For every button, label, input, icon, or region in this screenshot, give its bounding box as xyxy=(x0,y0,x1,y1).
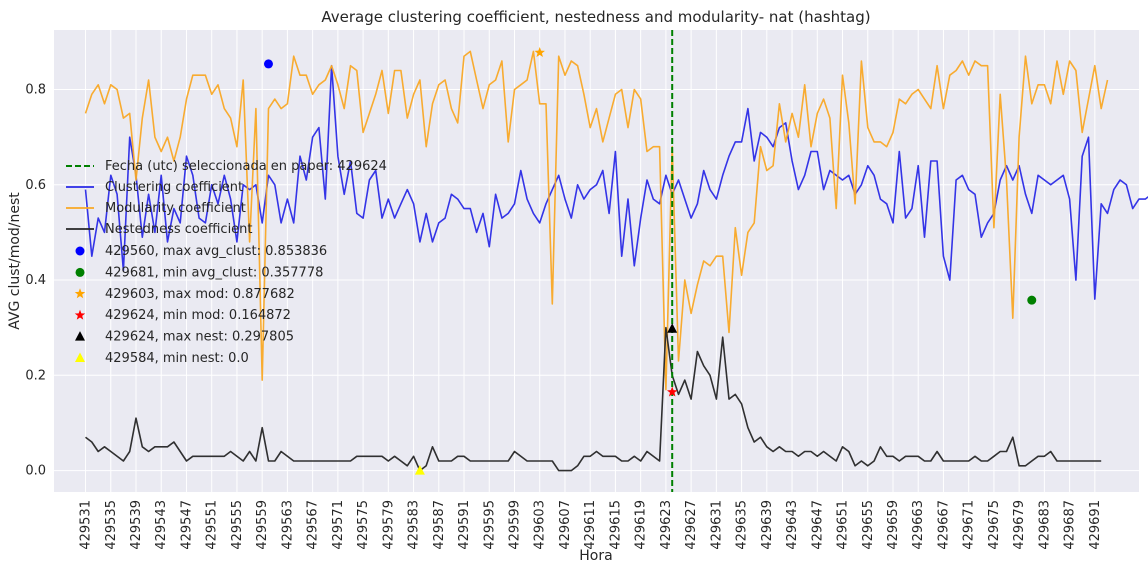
y-tick-label: 0.0 xyxy=(25,464,46,479)
x-tick-label: 429659 xyxy=(886,500,901,550)
x-tick-label: 429611 xyxy=(583,500,598,550)
x-tick-label: 429571 xyxy=(331,500,346,550)
x-tick-label: 429667 xyxy=(936,500,951,550)
x-tick-label: 429671 xyxy=(962,500,977,550)
x-tick-label: 429635 xyxy=(735,500,750,550)
x-tick-label: 429559 xyxy=(255,500,270,550)
legend-swatch-marker xyxy=(75,352,85,362)
marker-circle xyxy=(1027,295,1037,305)
legend-swatch-marker xyxy=(75,267,85,277)
x-tick-label: 429679 xyxy=(1012,500,1027,550)
x-tick-label: 429651 xyxy=(836,500,851,550)
legend-label: 429584, min nest: 0.0 xyxy=(105,351,249,366)
x-tick-label: 429535 xyxy=(104,500,119,550)
marker-star xyxy=(534,47,545,57)
x-tick-labels: 429531 429535 429539 429543 429547 429551 4295… xyxy=(79,500,1103,550)
series-nestedness-line xyxy=(85,326,1102,472)
x-tick-label: 429595 xyxy=(482,500,497,550)
x-tick-label: 429647 xyxy=(810,500,825,550)
x-tick-label: 429655 xyxy=(861,500,876,550)
x-tick-label: 429555 xyxy=(230,500,245,550)
x-tick-label: 429575 xyxy=(356,500,371,550)
x-tick-label: 429683 xyxy=(1037,500,1052,550)
legend-swatch-marker xyxy=(74,309,86,320)
y-tick-label: 0.2 xyxy=(25,368,46,383)
legend-swatch-marker xyxy=(74,288,86,299)
x-tick-label: 429603 xyxy=(533,500,548,550)
y-tick-labels: 0.0 0.2 0.4 0.6 0.8 xyxy=(25,83,46,479)
plot-area xyxy=(54,30,1139,492)
legend: Fecha (utc) seleccionada en paper: 42962… xyxy=(66,159,387,366)
x-tick-label: 429607 xyxy=(558,500,573,550)
legend-label: Nestedness coefficient xyxy=(105,222,253,237)
legend-label: 429624, min mod: 0.164872 xyxy=(105,308,291,323)
grid xyxy=(54,30,1139,492)
y-tick-label: 0.6 xyxy=(25,178,46,193)
x-tick-label: 429543 xyxy=(154,500,169,550)
x-tick-label: 429663 xyxy=(911,500,926,550)
x-tick-label: 429623 xyxy=(659,500,674,550)
x-tick-label: 429587 xyxy=(432,500,447,550)
x-tick-label: 429531 xyxy=(79,500,94,550)
legend-label: 429560, max avg_clust: 0.853836 xyxy=(105,244,327,259)
y-tick-label: 0.8 xyxy=(25,83,46,98)
legend-label: Fecha (utc) seleccionada en paper: 42962… xyxy=(105,159,387,174)
x-tick-label: 429627 xyxy=(684,500,699,550)
x-tick-label: 429563 xyxy=(280,500,295,550)
x-tick-label: 429643 xyxy=(785,500,800,550)
x-tick-label: 429579 xyxy=(381,500,396,550)
y-tick-label: 0.4 xyxy=(25,273,46,288)
legend-label: 429624, max nest: 0.297805 xyxy=(105,330,294,345)
x-axis-label: Hora xyxy=(579,548,612,564)
series-modularity-line xyxy=(84,50,1109,391)
x-tick-label: 429539 xyxy=(129,500,144,550)
legend-swatch-marker xyxy=(75,331,85,341)
legend-label: 429603, max mod: 0.877682 xyxy=(105,287,295,302)
x-tick-label: 429547 xyxy=(179,500,194,550)
x-tick-label: 429615 xyxy=(608,500,623,550)
marker-layer xyxy=(263,47,1037,475)
x-tick-label: 429591 xyxy=(457,500,472,550)
x-tick-label: 429639 xyxy=(760,500,775,550)
x-tick-label: 429599 xyxy=(507,500,522,550)
x-tick-label: 429675 xyxy=(987,500,1002,550)
marker-triangle xyxy=(414,465,425,475)
x-tick-label: 429551 xyxy=(205,500,220,550)
legend-label: 429681, min avg_clust: 0.357778 xyxy=(105,265,323,280)
x-tick-label: 429583 xyxy=(407,500,422,550)
x-tick-label: 429687 xyxy=(1063,500,1078,550)
chart-title: Average clustering coefficient, nestedne… xyxy=(321,8,870,26)
x-tick-label: 429567 xyxy=(306,500,321,550)
legend-label: Modularity coefficient xyxy=(105,201,246,216)
marker-star xyxy=(666,386,678,397)
legend-swatch-marker xyxy=(75,246,85,256)
y-axis-label: AVG clust/mod/nest xyxy=(7,192,23,330)
x-tick-label: 429691 xyxy=(1088,500,1103,550)
x-tick-label: 429631 xyxy=(709,500,724,550)
legend-label: Clustering coefficient xyxy=(105,180,243,195)
marker-triangle xyxy=(667,323,678,333)
marker-circle xyxy=(263,59,273,69)
series-layer xyxy=(84,50,1148,472)
x-tick-label: 429619 xyxy=(634,500,649,550)
